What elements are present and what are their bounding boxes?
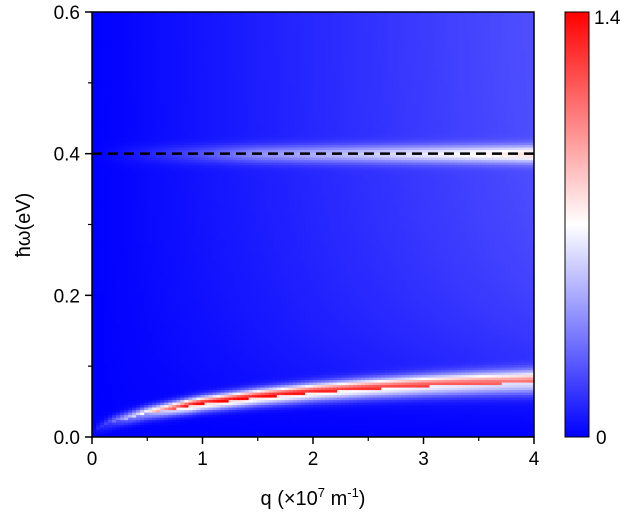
heatmap-image — [92, 12, 535, 438]
